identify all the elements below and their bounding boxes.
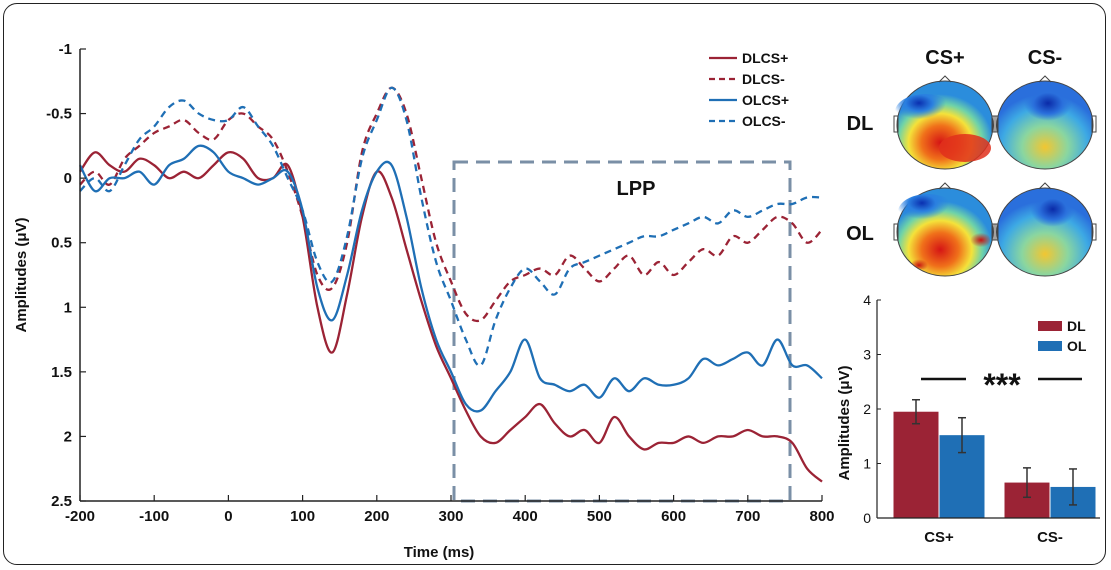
erp-legend-label: DLCS+ bbox=[742, 50, 788, 66]
erp-x-axis-title: Time (ms) bbox=[404, 544, 475, 561]
topomap-grid: CS+ CS- DL OL bbox=[846, 47, 1097, 277]
topomap-ol-cs-plus bbox=[893, 182, 997, 277]
significance-marker: *** bbox=[983, 367, 1021, 403]
bar-y-tick-label: 1 bbox=[863, 456, 871, 472]
bar-category-label: CS+ bbox=[924, 529, 954, 546]
topomap-row-ol: OL bbox=[846, 223, 874, 245]
erp-legend: DLCS+ DLCS- OLCS+ OLCS- bbox=[709, 50, 789, 129]
erp-chart: LPP -200 -100 0 100 200 300 400 500 600 700 800 -1… bbox=[13, 41, 835, 561]
erp-x-tick-label: 200 bbox=[364, 508, 389, 525]
bar-chart: 0 1 2 3 4 CS+ CS- Amplitudes (μV) *** DL OL bbox=[836, 292, 1100, 546]
bar-y-axis-title: Amplitudes (μV) bbox=[836, 365, 853, 480]
bar-legend-swatch bbox=[1038, 321, 1062, 331]
erp-legend-label: DLCS- bbox=[742, 71, 785, 87]
topomap-col-cs-minus: CS- bbox=[1028, 47, 1062, 69]
bar-category-label: CS- bbox=[1037, 529, 1063, 546]
erp-y-tick-label: 1 bbox=[64, 299, 72, 316]
erp-x-tick-label: 800 bbox=[809, 508, 834, 525]
bar-legend-swatch bbox=[1038, 341, 1062, 351]
bar-y-tick-label: 2 bbox=[863, 401, 871, 417]
erp-x-tick-label: 600 bbox=[661, 508, 686, 525]
bar-y-tick-label: 3 bbox=[863, 347, 871, 363]
erp-x-tick-label: 500 bbox=[587, 508, 612, 525]
erp-x-tick-label: -200 bbox=[65, 508, 95, 525]
topomap-col-cs-plus: CS+ bbox=[925, 47, 964, 69]
erp-y-tick-label: 0 bbox=[64, 170, 72, 187]
erp-series-line-olcs-minus bbox=[79, 86, 823, 367]
bar-legend-label: OL bbox=[1067, 338, 1087, 354]
bar-y-tick-label: 4 bbox=[863, 292, 871, 308]
erp-x-tick-label: 100 bbox=[290, 508, 315, 525]
erp-x-tick-label: -100 bbox=[139, 508, 169, 525]
erp-y-tick-label: 2.5 bbox=[51, 493, 72, 510]
lpp-label: LPP bbox=[617, 178, 656, 200]
erp-y-tick-label: 1.5 bbox=[51, 364, 72, 381]
erp-x-tick-label: 700 bbox=[735, 508, 760, 525]
erp-y-tick-label: 0.5 bbox=[51, 235, 72, 252]
erp-series-line-dlcs-plus bbox=[79, 150, 823, 483]
erp-y-axis-title: Amplitudes (μV) bbox=[13, 217, 30, 332]
erp-series-line-olcs-plus bbox=[78, 144, 823, 413]
erp-y-tick-label: -1 bbox=[59, 41, 72, 58]
bar-y-tick-label: 0 bbox=[863, 510, 871, 526]
bar-legend: DL OL bbox=[1038, 318, 1087, 354]
erp-y-tick-label: 2 bbox=[64, 428, 72, 445]
topomap-dl-cs-plus bbox=[893, 75, 997, 170]
topomap-dl-cs-minus bbox=[993, 75, 1097, 170]
bar-dl-cs-plus bbox=[893, 411, 939, 518]
erp-y-tick-label: -0.5 bbox=[46, 106, 72, 123]
erp-legend-label: OLCS+ bbox=[742, 92, 789, 108]
erp-x-tick-label: 300 bbox=[438, 508, 463, 525]
topomap-ol-cs-minus bbox=[993, 182, 1097, 277]
erp-series-line-dlcs-minus bbox=[79, 86, 823, 323]
erp-x-tick-label: 0 bbox=[224, 508, 232, 525]
topomap-row-dl: DL bbox=[847, 113, 874, 135]
figure-frame bbox=[3, 3, 1106, 565]
erp-legend-label: OLCS- bbox=[742, 113, 786, 129]
erp-x-tick-label: 400 bbox=[513, 508, 538, 525]
bar-legend-label: DL bbox=[1067, 318, 1086, 334]
